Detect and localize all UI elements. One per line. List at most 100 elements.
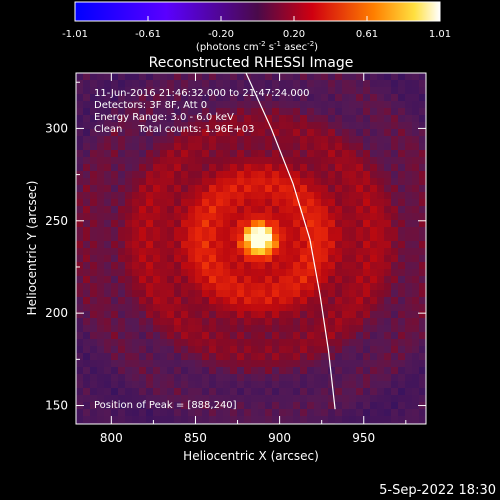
heatmap-cell — [293, 73, 301, 81]
heatmap-cell — [167, 297, 175, 305]
heatmap-cell — [167, 402, 175, 410]
heatmap-cell — [90, 115, 98, 123]
heatmap-cell — [244, 283, 252, 291]
heatmap-cell — [356, 80, 364, 88]
heatmap-cell — [97, 248, 105, 256]
heatmap-cell — [412, 304, 420, 312]
heatmap-cell — [216, 276, 224, 284]
heatmap-cell — [167, 150, 175, 158]
heatmap-cell — [167, 395, 175, 403]
heatmap-cell — [223, 318, 231, 326]
heatmap-cell — [398, 185, 406, 193]
heatmap-cell — [244, 185, 252, 193]
heatmap-cell — [237, 241, 245, 249]
heatmap-cell — [104, 290, 112, 298]
heatmap-cell — [356, 269, 364, 277]
heatmap-cell — [412, 381, 420, 389]
heatmap-cell — [335, 262, 343, 270]
heatmap-cell — [328, 122, 336, 130]
heatmap-cell — [125, 87, 133, 95]
heatmap-cell — [307, 248, 315, 256]
heatmap-cell — [335, 388, 343, 396]
heatmap-cell — [258, 402, 266, 410]
heatmap-cell — [342, 332, 350, 340]
heatmap-cell — [132, 290, 140, 298]
heatmap-cell — [76, 255, 84, 263]
heatmap-cell — [76, 290, 84, 298]
heatmap-cell — [265, 185, 273, 193]
annotation-detectors: Detectors: 3F 8F, Att 0 — [94, 100, 207, 111]
heatmap-cell — [139, 248, 147, 256]
heatmap-cell — [76, 241, 84, 249]
heatmap-cell — [244, 346, 252, 354]
heatmap-cell — [76, 206, 84, 214]
heatmap-cell — [398, 276, 406, 284]
heatmap-cell — [223, 108, 231, 116]
heatmap-cell — [307, 311, 315, 319]
heatmap-cell — [90, 80, 98, 88]
heatmap-cell — [153, 318, 161, 326]
heatmap-cell — [209, 339, 217, 347]
heatmap-cell — [328, 192, 336, 200]
heatmap-cell — [293, 339, 301, 347]
heatmap-cell — [202, 353, 210, 361]
heatmap-cell — [405, 409, 413, 417]
heatmap-cell — [132, 395, 140, 403]
heatmap-cell — [167, 248, 175, 256]
heatmap-cell — [125, 304, 133, 312]
heatmap-cell — [300, 87, 308, 95]
heatmap-cell — [125, 101, 133, 109]
heatmap-cell — [90, 122, 98, 130]
heatmap-cell — [342, 304, 350, 312]
heatmap-cell — [83, 220, 91, 228]
heatmap-cell — [307, 122, 315, 130]
heatmap-cell — [195, 157, 203, 165]
heatmap-cell — [118, 80, 126, 88]
heatmap-cell — [251, 346, 259, 354]
heatmap-cell — [111, 297, 119, 305]
heatmap-cell — [174, 122, 182, 130]
heatmap-cell — [321, 101, 329, 109]
heatmap-cell — [384, 325, 392, 333]
heatmap-cell — [272, 409, 280, 417]
heatmap-cell — [181, 395, 189, 403]
heatmap-cell — [307, 325, 315, 333]
heatmap-cell — [356, 304, 364, 312]
heatmap-cell — [370, 311, 378, 319]
heatmap-cell — [328, 234, 336, 242]
heatmap-cell — [377, 339, 385, 347]
heatmap-cell — [76, 101, 84, 109]
heatmap-cell — [244, 164, 252, 172]
heatmap-cell — [181, 367, 189, 375]
heatmap-cell — [104, 234, 112, 242]
heatmap-cell — [349, 234, 357, 242]
heatmap-cell — [419, 115, 426, 123]
heatmap-cell — [209, 143, 217, 151]
heatmap-cell — [335, 192, 343, 200]
heatmap-cell — [370, 122, 378, 130]
heatmap-cell — [391, 374, 399, 382]
heatmap-cell — [258, 311, 266, 319]
heatmap-cell — [160, 255, 168, 263]
heatmap-cell — [209, 213, 217, 221]
heatmap-cell — [419, 94, 426, 102]
heatmap-cell — [160, 73, 168, 81]
heatmap-cell — [405, 108, 413, 116]
heatmap-cell — [328, 304, 336, 312]
heatmap-cell — [111, 213, 119, 221]
heatmap-cell — [146, 416, 154, 424]
heatmap-cell — [195, 185, 203, 193]
heatmap-cell — [181, 178, 189, 186]
heatmap-cell — [356, 255, 364, 263]
heatmap-cell — [398, 213, 406, 221]
heatmap-cell — [83, 206, 91, 214]
heatmap-cell — [279, 290, 287, 298]
heatmap-cell — [384, 94, 392, 102]
heatmap-cell — [223, 150, 231, 158]
heatmap-cell — [118, 304, 126, 312]
heatmap-cell — [125, 234, 133, 242]
heatmap-cell — [342, 220, 350, 228]
heatmap-cell — [146, 122, 154, 130]
heatmap-cell — [230, 94, 238, 102]
heatmap-cell — [272, 381, 280, 389]
